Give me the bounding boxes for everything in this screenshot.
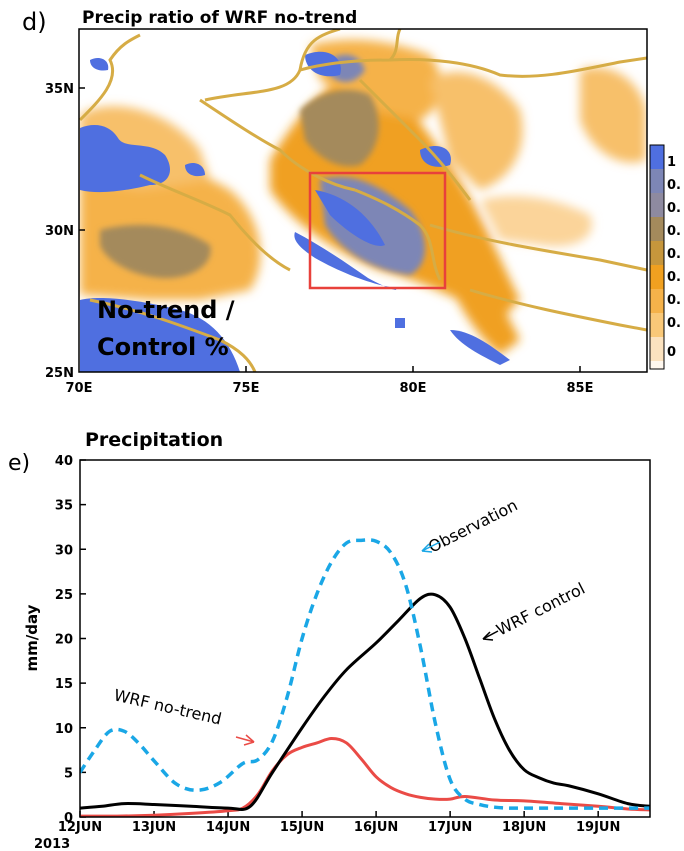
map-ytick-35n: 35N: [45, 82, 74, 97]
colorbar: 1 0. 0. 0. 0. 0. 0. 0. 0. 0: [649, 144, 681, 370]
ytick-label-30: 30: [55, 543, 73, 558]
control-arrow: [482, 630, 499, 640]
panel-e-letter: e): [8, 451, 30, 476]
xtick-label-16jun: 16JUN: [354, 820, 398, 835]
ytick-label-15: 15: [55, 677, 73, 692]
colorbar-label-6: 0.: [667, 270, 681, 285]
map-ytick-30n: 30N: [45, 224, 74, 239]
xtick-label-15jun: 15JUN: [280, 820, 324, 835]
notrend-arrow: [235, 736, 255, 743]
map-y-ticks: 35N 30N 25N: [45, 82, 85, 381]
country-borders: [79, 29, 647, 372]
xtick-label-14jun: 14JUN: [206, 820, 250, 835]
ytick-label-35: 35: [55, 499, 73, 514]
colorbar-label-10: 0: [667, 345, 676, 360]
wrf-notrend-series-line: [80, 736, 650, 817]
map-frame: [78, 28, 648, 373]
colorbar-swatch-5: [650, 241, 664, 265]
y-axis-label: mm/day: [23, 604, 41, 671]
map-annotation-line1: No-trend /: [97, 296, 235, 324]
map-xtick-80e: 80E: [400, 381, 427, 396]
colorbar-label-7: 0.: [667, 293, 681, 308]
colorbar-swatch-9: [650, 337, 664, 361]
xtick-label-12jun: 12JUN: [58, 820, 102, 835]
panel-d-title: Precip ratio of WRF no-trend: [82, 8, 357, 28]
panel-e-title: Precipitation: [85, 429, 223, 451]
ratio-field-blue: [80, 51, 510, 372]
ytick-label-5: 5: [64, 766, 73, 781]
colorbar-swatch-10: [650, 361, 664, 369]
precip-ratio-map: No-trend / Control %: [79, 29, 647, 372]
map-xtick-75e: 75E: [233, 381, 260, 396]
ytick-label-20: 20: [55, 633, 73, 648]
year-label: 2013: [34, 837, 70, 851]
colorbar-label-3: 0.: [667, 201, 681, 216]
colorbar-label-4: 0.: [667, 224, 681, 239]
colorbar-label-5: 0.: [667, 247, 681, 262]
observation-arrow: [421, 541, 441, 552]
colorbar-swatch-2: [650, 169, 664, 193]
colorbar-label-1: 1: [667, 155, 676, 170]
ytick-label-25: 25: [55, 588, 73, 603]
xtick-label-17jun: 17JUN: [428, 820, 472, 835]
observation-series-line: [80, 538, 650, 810]
ytick-label-0: 0: [64, 811, 73, 826]
map-x-ticks: 70E 75E 80E 85E: [66, 366, 594, 396]
colorbar-swatch-7: [650, 289, 664, 313]
plot-frame: [79, 459, 651, 818]
plot-y-ticks: 0 5 10 15 20 25 30 35 40: [55, 454, 86, 826]
colorbar-swatch-8: [650, 313, 664, 337]
panel-d-letter: d): [22, 8, 47, 36]
plot-x-ticks: 12JUN 13JUN 14JUN 15JUN 16JUN 17JUN 18JUN 19JUN: [58, 811, 620, 835]
map-annotation-line2: Control %: [97, 333, 229, 361]
ytick-label-40: 40: [55, 454, 73, 469]
wrf-control-series-line: [80, 592, 650, 811]
map-xtick-85e: 85E: [567, 381, 594, 396]
xtick-label-19jun: 19JUN: [576, 820, 620, 835]
colorbar-swatch-3: [650, 193, 664, 217]
xtick-label-13jun: 13JUN: [132, 820, 176, 835]
xtick-label-18jun: 18JUN: [502, 820, 546, 835]
colorbar-swatch-6: [650, 265, 664, 289]
map-ytick-25n: 25N: [45, 366, 74, 381]
colorbar-swatch-1: [650, 145, 664, 169]
series-layer: [80, 538, 650, 817]
map-xtick-70e: 70E: [66, 381, 93, 396]
colorbar-swatch-4: [650, 217, 664, 241]
colorbar-label-2: 0.: [667, 178, 681, 193]
ytick-label-10: 10: [55, 722, 73, 737]
region-highlight-box: [308, 171, 447, 290]
precip-plot: 0 5 10 15 20 25 30 35 40 12JUN 13JUN 14JUN 15JUN 16J…: [55, 454, 651, 835]
colorbar-label-8: 0.: [667, 316, 681, 331]
